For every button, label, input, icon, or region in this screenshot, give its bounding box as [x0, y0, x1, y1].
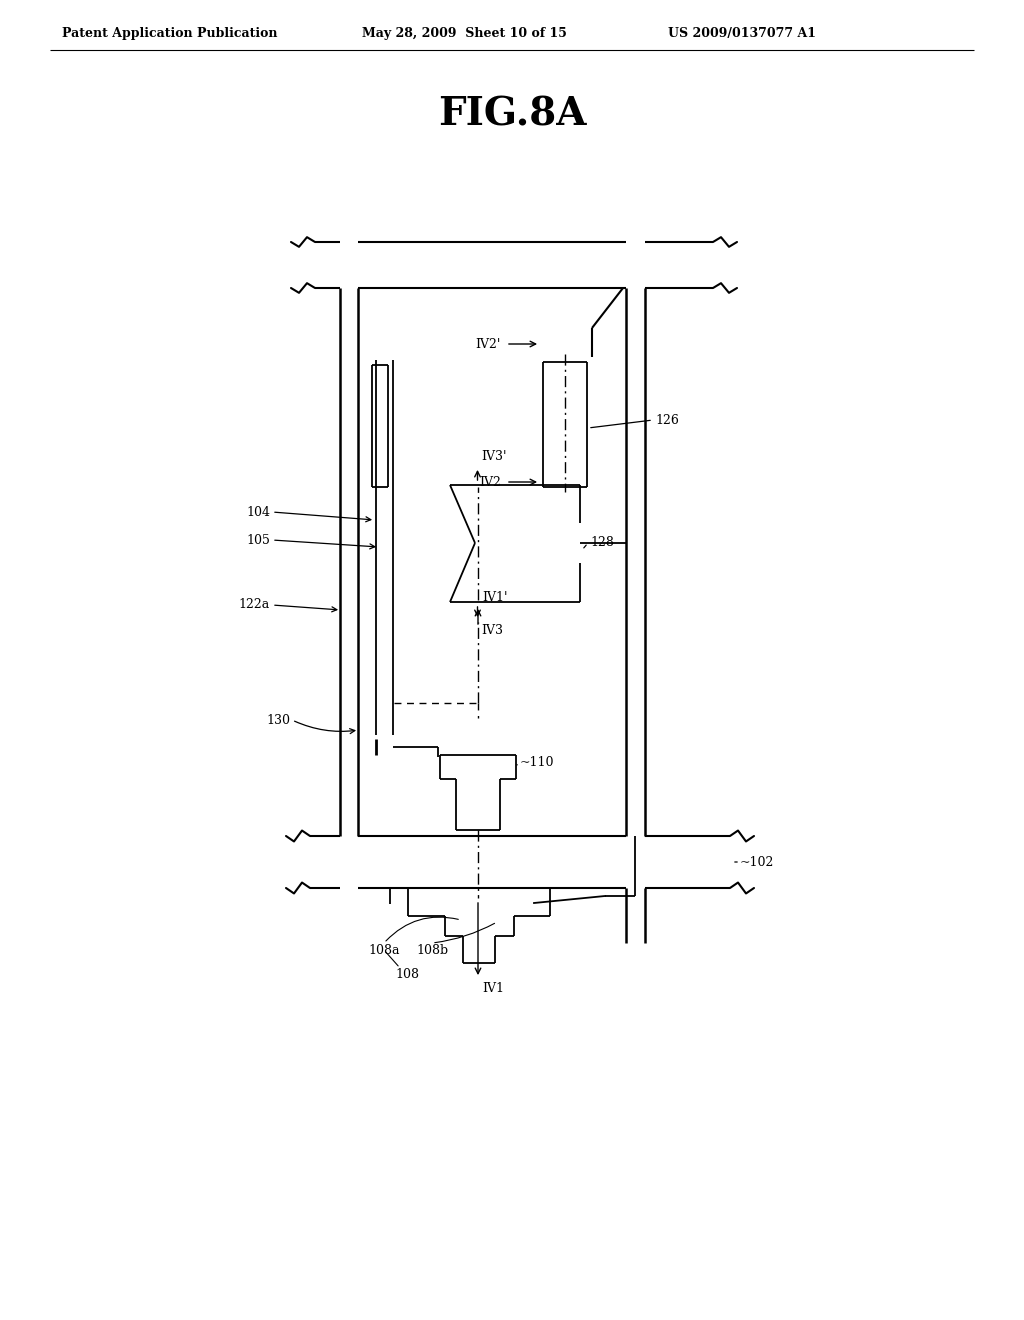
- Text: ~102: ~102: [740, 855, 774, 869]
- Text: 126: 126: [655, 413, 679, 426]
- Text: 105: 105: [246, 533, 270, 546]
- Text: 122a: 122a: [239, 598, 270, 611]
- Text: IV2: IV2: [479, 475, 501, 488]
- Text: IV1': IV1': [482, 591, 508, 605]
- Text: Patent Application Publication: Patent Application Publication: [62, 26, 278, 40]
- Text: 104: 104: [246, 506, 270, 519]
- Text: May 28, 2009  Sheet 10 of 15: May 28, 2009 Sheet 10 of 15: [362, 26, 567, 40]
- Text: 108b: 108b: [416, 944, 449, 957]
- Text: US 2009/0137077 A1: US 2009/0137077 A1: [668, 26, 816, 40]
- Text: 108: 108: [395, 969, 419, 982]
- Text: IV2': IV2': [475, 338, 501, 351]
- Text: IV3: IV3: [481, 624, 504, 638]
- Text: ~110: ~110: [520, 755, 555, 768]
- Text: 128: 128: [590, 536, 613, 549]
- Text: 108a: 108a: [369, 944, 399, 957]
- Text: IV3': IV3': [481, 450, 507, 463]
- Text: IV1: IV1: [482, 982, 504, 995]
- Text: 130: 130: [266, 714, 290, 726]
- Text: FIG.8A: FIG.8A: [437, 96, 587, 135]
